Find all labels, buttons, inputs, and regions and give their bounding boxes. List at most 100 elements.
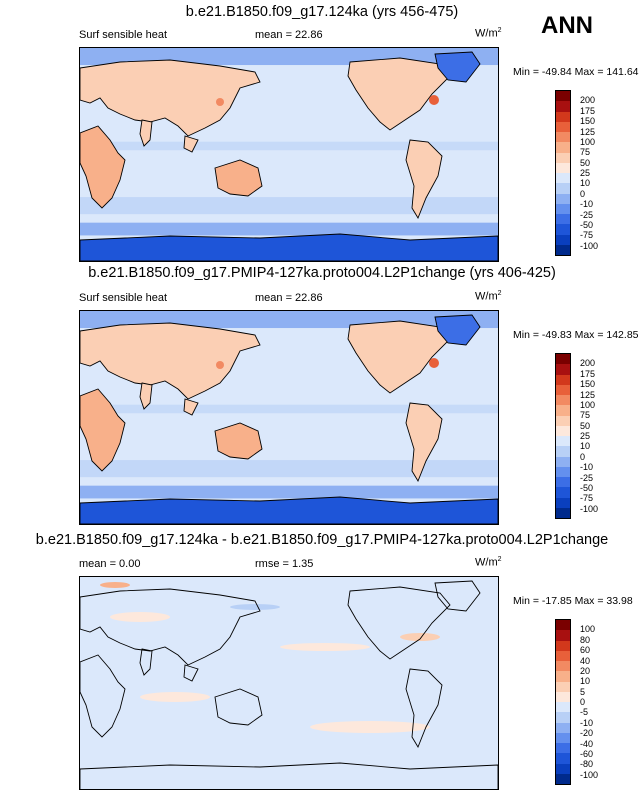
- colorbar-tick-label: 50: [580, 157, 591, 168]
- colorbar-tick-label: 10: [580, 178, 591, 189]
- panel1-variable-label: Surf sensible heat: [79, 29, 168, 41]
- colorbar-tick-label: -10: [580, 717, 594, 728]
- colorbar-tick-label: -50: [580, 219, 594, 230]
- colorbar-tick-label: -20: [580, 728, 594, 739]
- colorbar-swatch: [556, 214, 570, 225]
- panel3-map-field: [80, 577, 498, 789]
- panel3-rmse-label: rmse = 1.35: [255, 558, 314, 570]
- colorbar-tick-label: -5: [580, 707, 589, 718]
- colorbar-tick-label: 100: [580, 399, 596, 410]
- africa-outline: [80, 125, 126, 209]
- colorbar-swatch: [556, 763, 570, 774]
- colorbar-swatch: [556, 374, 570, 385]
- samerica-outline: [405, 668, 443, 749]
- colorbar-swatch: [556, 91, 570, 102]
- panel3-map: [79, 576, 499, 790]
- colorbar-swatch: [556, 650, 570, 661]
- colorbar-tick-label: -100: [580, 240, 599, 251]
- eurasia-outline: [80, 588, 261, 666]
- colorbar-swatch: [556, 722, 570, 733]
- colorbar-tick-label: 125: [580, 389, 596, 400]
- panel2-units: W/m2: [475, 290, 502, 303]
- colorbar-swatch: [556, 395, 570, 406]
- colorbar-tick-label: 100: [580, 624, 596, 635]
- panel2-mean-label: mean = 22.86: [255, 292, 323, 304]
- ocean-band: [80, 404, 498, 414]
- colorbar-tick-label: -10: [580, 199, 594, 210]
- panel3-mean-label: mean = 0.00: [79, 558, 141, 570]
- colorbar-tick-label: -25: [580, 209, 594, 220]
- colorbar-tick-label: 200: [580, 95, 596, 106]
- panel2-title: b.e21.B1850.f09_g17.PMIP4-127ka.proto004…: [88, 265, 556, 281]
- panel3-title: b.e21.B1850.f09_g17.124ka - b.e21.B1850.…: [35, 532, 609, 548]
- colorbar-tick-label: 75: [580, 147, 591, 158]
- colorbar-tick-label: 150: [580, 116, 596, 127]
- colorbar-tick-label: 100: [580, 136, 596, 147]
- samerica-outline: [405, 139, 443, 220]
- colorbar-swatch: [556, 121, 570, 132]
- ocean-band: [80, 197, 498, 215]
- colorbar-swatch: [556, 732, 570, 743]
- colorbar-swatch: [556, 487, 570, 498]
- colorbar-tick-label: 50: [580, 420, 591, 431]
- panel1-colorbar: [555, 90, 571, 256]
- greenland-outline: [434, 580, 481, 612]
- colorbar-swatch: [556, 743, 570, 754]
- panel1-mean-label: mean = 22.86: [255, 29, 323, 41]
- panel1-map: [79, 47, 499, 262]
- colorbar-swatch: [556, 152, 570, 163]
- colorbar-swatch: [556, 364, 570, 375]
- panel2-minmax: Min = -49.83 Max = 142.85: [513, 329, 639, 341]
- australia-outline: [214, 688, 263, 726]
- colorbar-tick-label: -60: [580, 748, 594, 759]
- colorbar-tick-label: -100: [580, 769, 599, 780]
- colorbar-swatch: [556, 620, 570, 631]
- southern-ocean-band: [80, 485, 498, 499]
- antarctica-outline: [80, 496, 498, 524]
- diff-ocean-field: [80, 577, 498, 789]
- colorbar-swatch: [556, 773, 570, 784]
- diff-patch: [100, 582, 130, 588]
- colorbar-tick-label: -100: [580, 503, 599, 514]
- diff-patch: [310, 721, 430, 733]
- antarctica-outline: [80, 762, 498, 789]
- colorbar-swatch: [556, 111, 570, 122]
- namerica-outline: [347, 586, 451, 660]
- colorbar-tick-label: -80: [580, 759, 594, 770]
- samerica-outline: [405, 402, 443, 483]
- colorbar-tick-label: 0: [580, 188, 586, 199]
- india-outline: [139, 119, 153, 147]
- colorbar-swatch: [556, 456, 570, 467]
- colorbar-swatch: [556, 436, 570, 447]
- diff-patch: [400, 633, 440, 641]
- colorbar-swatch: [556, 507, 570, 518]
- colorbar-tick-label: 75: [580, 410, 591, 421]
- colorbar-swatch: [556, 497, 570, 508]
- colorbar-tick-label: 10: [580, 676, 591, 687]
- colorbar-swatch: [556, 132, 570, 143]
- greenland-outline: [434, 314, 481, 346]
- colorbar-swatch: [556, 101, 570, 112]
- colorbar-tick-label: 5: [580, 686, 586, 697]
- colorbar-swatch: [556, 224, 570, 235]
- seasia-outline: [183, 398, 199, 416]
- kuroshio-hotspot: [216, 98, 224, 106]
- colorbar-swatch: [556, 702, 570, 713]
- gulf-stream-hotspot: [429, 95, 439, 105]
- gulf-stream-hotspot: [429, 358, 439, 368]
- colorbar-swatch: [556, 162, 570, 173]
- colorbar-tick-label: 20: [580, 665, 591, 676]
- panel2-map-field: [80, 311, 498, 524]
- panel2-variable-label: Surf sensible heat: [79, 292, 168, 304]
- panel1-units: W/m2: [475, 27, 502, 40]
- colorbar-tick-label: 60: [580, 645, 591, 656]
- colorbar-tick-label: 175: [580, 105, 596, 116]
- colorbar-swatch: [556, 193, 570, 204]
- colorbar-tick-label: 125: [580, 126, 596, 137]
- panel1-minmax: Min = -49.84 Max = 141.64: [513, 66, 639, 78]
- colorbar-tick-label: 0: [580, 697, 586, 707]
- africa-outline: [80, 388, 126, 472]
- colorbar-swatch: [556, 477, 570, 488]
- colorbar-tick-label: 175: [580, 368, 596, 379]
- colorbar-swatch: [556, 415, 570, 426]
